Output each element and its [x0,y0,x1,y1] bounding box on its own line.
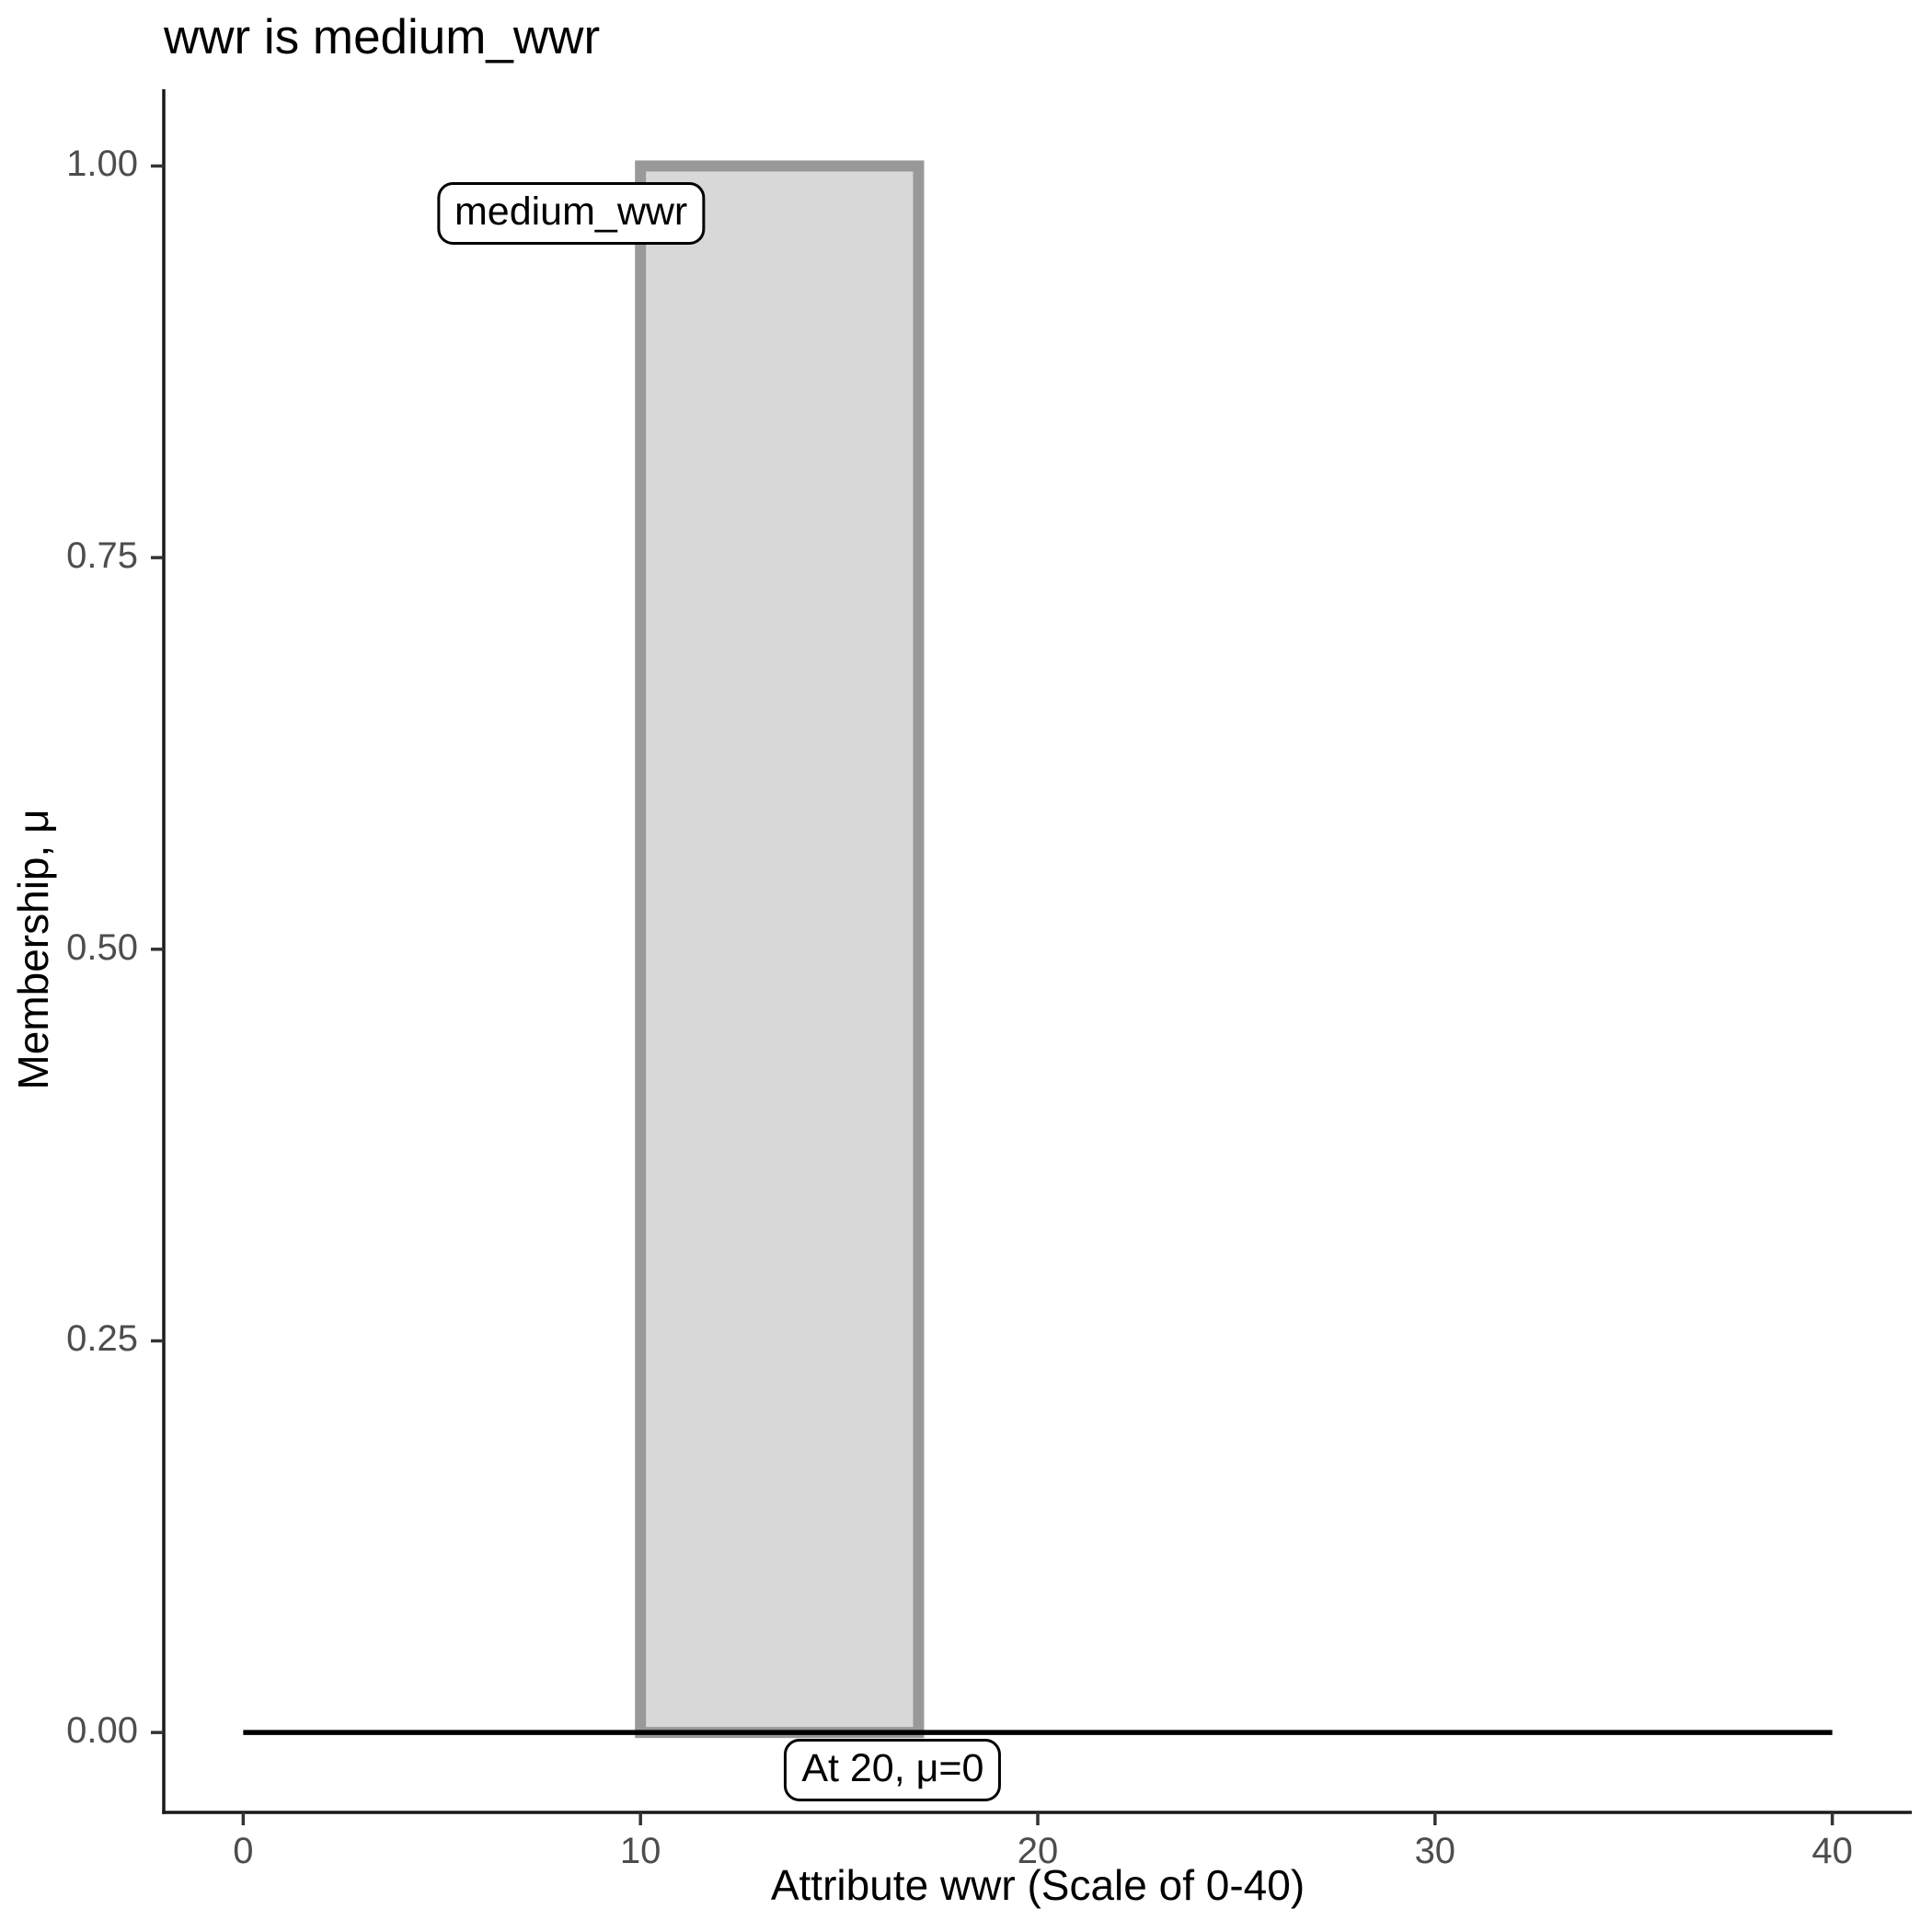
membership-bar-medium_wwr [635,160,925,1739]
